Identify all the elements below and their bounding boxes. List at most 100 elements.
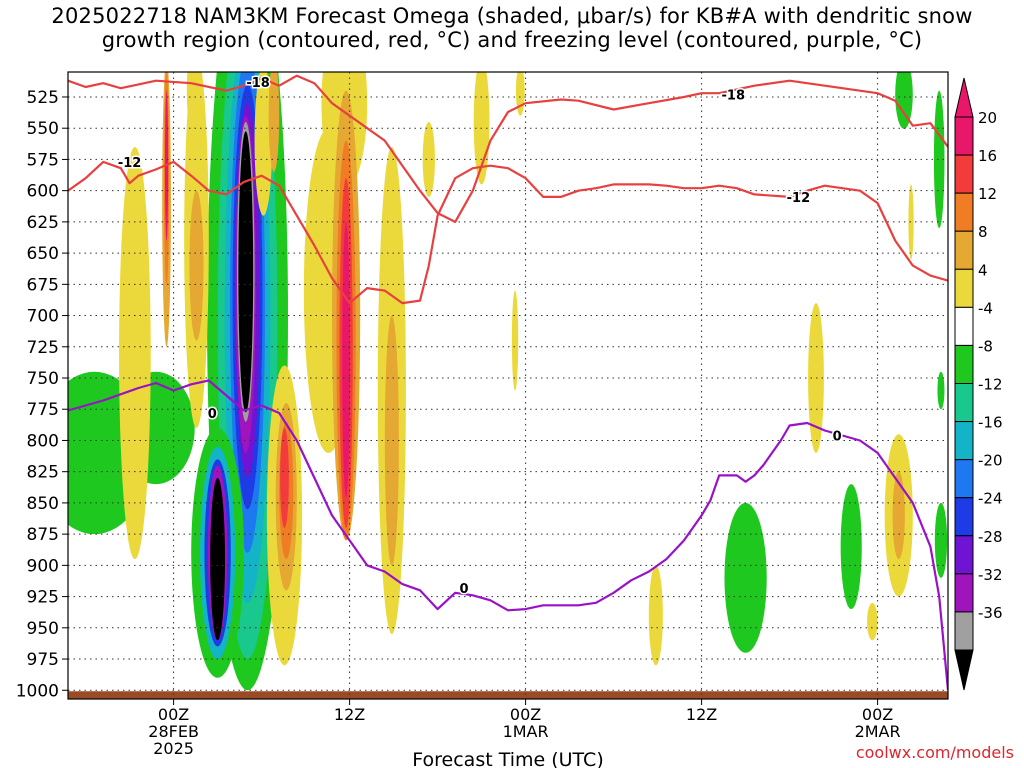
y-tick-label: 550 xyxy=(27,119,59,139)
contour-line xyxy=(68,74,948,223)
omega-cell xyxy=(189,190,204,341)
colorbar-label: -24 xyxy=(978,490,1003,508)
y-tick-label: 900 xyxy=(27,556,59,576)
contour-line xyxy=(68,160,948,305)
colorbar-label: -8 xyxy=(978,337,993,355)
contour-label: 0 xyxy=(833,429,842,444)
terrain-band xyxy=(68,691,948,699)
colorbar-label: -12 xyxy=(978,376,1003,394)
y-tick-label: 675 xyxy=(27,275,59,295)
colorbar-label: 16 xyxy=(978,147,997,165)
colorbar-bin xyxy=(954,497,974,537)
y-tick-label: 725 xyxy=(27,338,59,358)
x-tick-label: 12Z xyxy=(686,705,717,724)
x-tick-label: 00Z xyxy=(510,705,541,724)
y-tick-label: 525 xyxy=(27,88,59,108)
omega-cell xyxy=(895,72,913,129)
colorbar: 20 16 12 8 4 -4 -8 -12 -16 -20 -24 -28 -32 -36 xyxy=(954,77,1003,691)
omega-cell xyxy=(908,184,914,260)
omega-cell xyxy=(648,565,663,666)
plot-frame xyxy=(67,71,949,700)
colorbar-label: -20 xyxy=(978,452,1003,470)
colorbar-bin xyxy=(954,573,974,613)
x-axis-label: Forecast Time (UTC) xyxy=(412,749,603,768)
colorbar-bin xyxy=(954,230,974,270)
omega-cell xyxy=(937,371,945,410)
omega-cell xyxy=(186,72,203,141)
y-tick-label: 1000 xyxy=(16,681,59,701)
y-tick-label: 775 xyxy=(27,400,59,420)
colorbar-bin xyxy=(954,344,974,384)
colorbar-label: -4 xyxy=(978,299,993,317)
colorbar-bin xyxy=(954,268,974,308)
omega-cell xyxy=(892,471,905,560)
omega-cell xyxy=(511,290,519,391)
contour-label: 0 xyxy=(459,582,468,597)
y-tick-label: 850 xyxy=(27,494,59,514)
omega-cell xyxy=(342,221,350,497)
y-tick-label: 700 xyxy=(27,307,59,327)
colorbar-label: 8 xyxy=(978,223,988,241)
y-tick-label: 975 xyxy=(27,650,59,670)
title-line-2: growth region (contoured, red, °C) and f… xyxy=(101,28,923,52)
contours: -18 -18 -12 -12 0 0 0 xyxy=(68,74,948,691)
colorbar-label: -28 xyxy=(978,528,1003,546)
colorbar-label: 12 xyxy=(978,185,997,203)
contour-line xyxy=(68,379,948,691)
omega-cell xyxy=(119,146,151,560)
omega-cell xyxy=(867,602,878,641)
y-tick-label: 925 xyxy=(27,588,59,608)
colorbar-bin xyxy=(954,459,974,499)
y-tick-label: 875 xyxy=(27,525,59,545)
grid-lines xyxy=(68,72,948,699)
colorbar-label: -36 xyxy=(978,604,1003,622)
x-tick-date: 28FEB xyxy=(148,722,199,741)
omega-cell xyxy=(934,502,948,578)
x-tick-label: 00Z xyxy=(158,705,189,724)
contour-label: -18 xyxy=(246,76,270,91)
colorbar-bin xyxy=(954,116,974,156)
contour-label: -12 xyxy=(787,191,811,206)
contour-label: 0 xyxy=(208,407,217,422)
omega-cell xyxy=(238,131,254,413)
omega-cell xyxy=(268,72,280,172)
title-line-1: 2025022718 NAM3KM Forecast Omega (shaded… xyxy=(51,4,973,28)
omega-cell xyxy=(933,90,945,229)
y-tick-label: 800 xyxy=(27,431,59,451)
y-tick-label: 575 xyxy=(27,150,59,170)
colorbar-bin xyxy=(954,383,974,423)
omega-cell xyxy=(840,484,862,610)
colorbar-bin xyxy=(954,611,974,651)
x-tick-label: 00Z xyxy=(862,705,893,724)
colorbar-label: -32 xyxy=(978,566,1003,584)
y-tick-label: 950 xyxy=(27,619,59,639)
y-tick-label: 625 xyxy=(27,213,59,233)
x-tick-date: 1MAR xyxy=(503,722,549,741)
omega-cell xyxy=(422,121,435,197)
omega-cell xyxy=(384,315,399,566)
y-tick-label: 825 xyxy=(27,463,59,483)
colorbar-label: 4 xyxy=(978,261,988,279)
x-tick-date: 2MAR xyxy=(855,722,901,741)
omega-cell xyxy=(210,477,225,641)
colorbar-bottom-arrow xyxy=(954,649,974,691)
x-tick-label: 12Z xyxy=(334,705,365,724)
y-tick-label: 600 xyxy=(27,182,59,202)
colorbar-bin xyxy=(954,306,974,346)
colorbar-label: -16 xyxy=(978,414,1003,432)
colorbar-top-arrow xyxy=(954,77,974,118)
y-tick-label: 750 xyxy=(27,369,59,389)
contour-label: -12 xyxy=(118,156,142,171)
colorbar-label: 20 xyxy=(978,109,997,127)
colorbar-bin xyxy=(954,535,974,575)
y-axis: 525 550 575 600 625 650 675 700 725 750 775 800 825 8… xyxy=(16,88,68,701)
x-tick-year: 2025 xyxy=(153,739,194,758)
y-tick-label: 650 xyxy=(27,244,59,264)
colorbar-bin xyxy=(954,192,974,232)
omega-shading xyxy=(68,72,948,691)
colorbar-bin xyxy=(954,421,974,461)
credit-text: coolwx.com/models xyxy=(855,743,1014,762)
terrain-ground xyxy=(68,691,948,699)
